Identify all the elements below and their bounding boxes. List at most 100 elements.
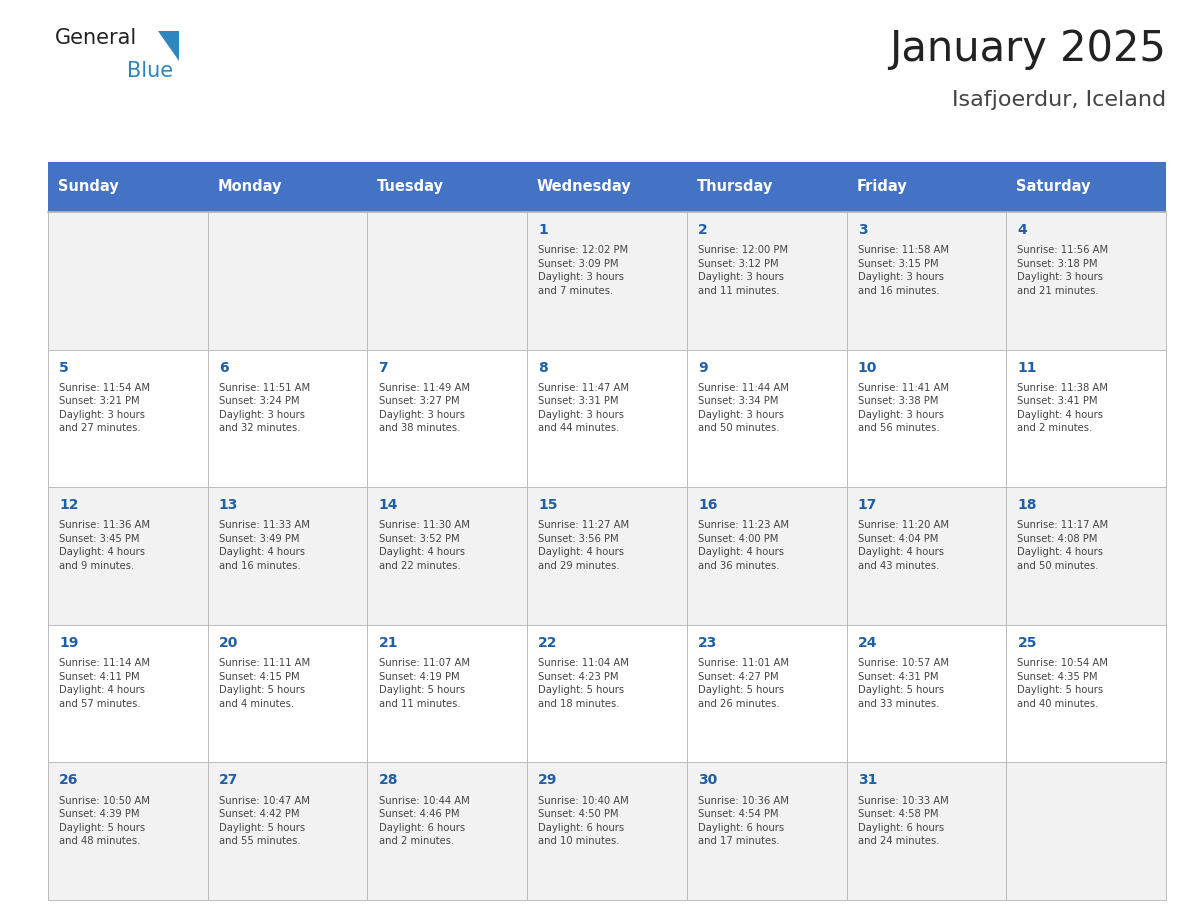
Text: 4: 4: [1017, 223, 1028, 237]
Text: Sunday: Sunday: [57, 180, 119, 195]
Text: 21: 21: [379, 636, 398, 650]
Text: Sunset: 3:38 PM: Sunset: 3:38 PM: [858, 397, 939, 407]
Text: Sunset: 3:24 PM: Sunset: 3:24 PM: [219, 397, 299, 407]
Text: Sunset: 4:50 PM: Sunset: 4:50 PM: [538, 809, 619, 819]
Text: 1: 1: [538, 223, 548, 237]
Text: 31: 31: [858, 773, 877, 788]
Bar: [48, 350, 1165, 487]
Text: Tuesday: Tuesday: [377, 180, 444, 195]
Text: 14: 14: [379, 498, 398, 512]
Text: Thursday: Thursday: [696, 180, 773, 195]
Text: Sunrise: 11:38 AM: Sunrise: 11:38 AM: [1017, 383, 1108, 393]
Text: General: General: [55, 28, 138, 48]
Text: Sunset: 4:08 PM: Sunset: 4:08 PM: [1017, 534, 1098, 544]
Text: and 29 minutes.: and 29 minutes.: [538, 561, 620, 571]
Text: and 50 minutes.: and 50 minutes.: [699, 423, 779, 433]
Text: Daylight: 3 hours: Daylight: 3 hours: [59, 409, 145, 420]
Text: Sunset: 4:23 PM: Sunset: 4:23 PM: [538, 672, 619, 681]
Text: Daylight: 4 hours: Daylight: 4 hours: [1017, 547, 1104, 557]
Text: Sunset: 3:52 PM: Sunset: 3:52 PM: [379, 534, 460, 544]
Text: Sunset: 4:15 PM: Sunset: 4:15 PM: [219, 672, 299, 681]
Text: Sunset: 3:09 PM: Sunset: 3:09 PM: [538, 259, 619, 269]
Text: Sunset: 3:56 PM: Sunset: 3:56 PM: [538, 534, 619, 544]
Text: 5: 5: [59, 361, 69, 375]
Text: 6: 6: [219, 361, 228, 375]
Text: and 18 minutes.: and 18 minutes.: [538, 699, 620, 709]
Text: Sunset: 3:31 PM: Sunset: 3:31 PM: [538, 397, 619, 407]
Text: Daylight: 3 hours: Daylight: 3 hours: [699, 273, 784, 282]
Text: and 48 minutes.: and 48 minutes.: [59, 836, 140, 846]
Text: Daylight: 6 hours: Daylight: 6 hours: [538, 823, 625, 833]
Text: and 2 minutes.: and 2 minutes.: [379, 836, 454, 846]
Text: Sunset: 4:27 PM: Sunset: 4:27 PM: [699, 672, 778, 681]
Text: and 16 minutes.: and 16 minutes.: [858, 285, 940, 296]
Text: Daylight: 5 hours: Daylight: 5 hours: [219, 685, 305, 695]
Text: Sunset: 3:41 PM: Sunset: 3:41 PM: [1017, 397, 1098, 407]
Text: Daylight: 5 hours: Daylight: 5 hours: [699, 685, 784, 695]
Text: and 22 minutes.: and 22 minutes.: [379, 561, 460, 571]
Text: and 26 minutes.: and 26 minutes.: [699, 699, 779, 709]
Text: and 40 minutes.: and 40 minutes.: [1017, 699, 1099, 709]
Text: Sunrise: 11:44 AM: Sunrise: 11:44 AM: [699, 383, 789, 393]
Text: Sunrise: 11:47 AM: Sunrise: 11:47 AM: [538, 383, 630, 393]
Text: Sunset: 4:35 PM: Sunset: 4:35 PM: [1017, 672, 1098, 681]
Text: Daylight: 3 hours: Daylight: 3 hours: [219, 409, 305, 420]
Text: and 16 minutes.: and 16 minutes.: [219, 561, 301, 571]
Text: Sunrise: 11:20 AM: Sunrise: 11:20 AM: [858, 521, 949, 531]
Text: Sunrise: 11:41 AM: Sunrise: 11:41 AM: [858, 383, 949, 393]
Text: Sunset: 4:42 PM: Sunset: 4:42 PM: [219, 809, 299, 819]
Text: 19: 19: [59, 636, 78, 650]
Text: Sunset: 4:39 PM: Sunset: 4:39 PM: [59, 809, 140, 819]
Text: Sunrise: 11:11 AM: Sunrise: 11:11 AM: [219, 658, 310, 668]
Text: Monday: Monday: [217, 180, 282, 195]
Text: Sunset: 3:18 PM: Sunset: 3:18 PM: [1017, 259, 1098, 269]
Text: Daylight: 5 hours: Daylight: 5 hours: [1017, 685, 1104, 695]
Text: Sunrise: 11:01 AM: Sunrise: 11:01 AM: [699, 658, 789, 668]
Text: Sunrise: 12:02 PM: Sunrise: 12:02 PM: [538, 245, 628, 255]
Text: Sunrise: 11:07 AM: Sunrise: 11:07 AM: [379, 658, 469, 668]
Text: 27: 27: [219, 773, 239, 788]
Text: and 57 minutes.: and 57 minutes.: [59, 699, 141, 709]
Text: Sunset: 4:54 PM: Sunset: 4:54 PM: [699, 809, 778, 819]
Text: Daylight: 4 hours: Daylight: 4 hours: [379, 547, 465, 557]
Text: Sunrise: 10:50 AM: Sunrise: 10:50 AM: [59, 796, 150, 806]
Text: Daylight: 6 hours: Daylight: 6 hours: [858, 823, 944, 833]
Text: Sunrise: 11:30 AM: Sunrise: 11:30 AM: [379, 521, 469, 531]
Text: Daylight: 3 hours: Daylight: 3 hours: [858, 273, 943, 282]
Text: Sunset: 4:00 PM: Sunset: 4:00 PM: [699, 534, 778, 544]
Text: Sunset: 4:46 PM: Sunset: 4:46 PM: [379, 809, 459, 819]
Text: Daylight: 3 hours: Daylight: 3 hours: [538, 273, 625, 282]
Text: 24: 24: [858, 636, 877, 650]
Text: January 2025: January 2025: [889, 28, 1165, 70]
Text: Wednesday: Wednesday: [537, 180, 632, 195]
Text: Daylight: 4 hours: Daylight: 4 hours: [538, 547, 625, 557]
Text: and 44 minutes.: and 44 minutes.: [538, 423, 620, 433]
Bar: [48, 625, 1165, 763]
Text: and 50 minutes.: and 50 minutes.: [1017, 561, 1099, 571]
Bar: [48, 763, 1165, 900]
Text: Daylight: 5 hours: Daylight: 5 hours: [59, 823, 145, 833]
Text: Friday: Friday: [857, 180, 906, 195]
Text: 22: 22: [538, 636, 558, 650]
Text: Sunrise: 11:54 AM: Sunrise: 11:54 AM: [59, 383, 150, 393]
Text: Daylight: 5 hours: Daylight: 5 hours: [858, 685, 944, 695]
Text: Sunset: 3:12 PM: Sunset: 3:12 PM: [699, 259, 778, 269]
Text: Daylight: 4 hours: Daylight: 4 hours: [858, 547, 943, 557]
Text: Sunrise: 11:04 AM: Sunrise: 11:04 AM: [538, 658, 630, 668]
Text: Daylight: 4 hours: Daylight: 4 hours: [59, 547, 145, 557]
Text: 30: 30: [699, 773, 718, 788]
Text: 28: 28: [379, 773, 398, 788]
Text: Daylight: 4 hours: Daylight: 4 hours: [1017, 409, 1104, 420]
Text: and 24 minutes.: and 24 minutes.: [858, 836, 940, 846]
Text: Sunrise: 11:49 AM: Sunrise: 11:49 AM: [379, 383, 469, 393]
Text: Sunrise: 10:54 AM: Sunrise: 10:54 AM: [1017, 658, 1108, 668]
Text: Saturday: Saturday: [1016, 180, 1091, 195]
Polygon shape: [158, 31, 179, 61]
Text: and 11 minutes.: and 11 minutes.: [379, 699, 460, 709]
Text: Sunset: 4:04 PM: Sunset: 4:04 PM: [858, 534, 939, 544]
Text: Sunrise: 11:14 AM: Sunrise: 11:14 AM: [59, 658, 150, 668]
Text: Sunset: 4:11 PM: Sunset: 4:11 PM: [59, 672, 140, 681]
Text: and 33 minutes.: and 33 minutes.: [858, 699, 940, 709]
Text: Sunset: 3:49 PM: Sunset: 3:49 PM: [219, 534, 299, 544]
Text: Sunset: 3:27 PM: Sunset: 3:27 PM: [379, 397, 460, 407]
